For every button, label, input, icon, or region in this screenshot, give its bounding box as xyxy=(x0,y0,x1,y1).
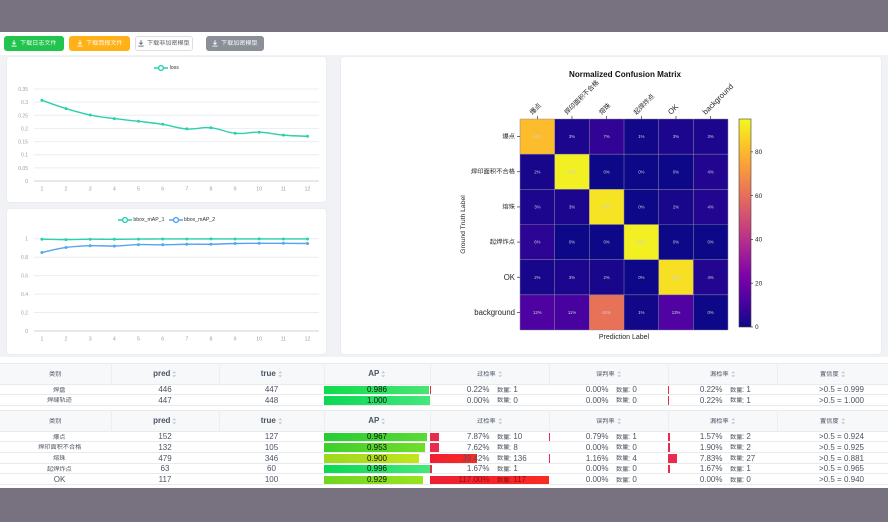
svg-text:0%: 0% xyxy=(604,169,610,174)
svg-text:3%: 3% xyxy=(569,204,575,209)
svg-text:4%: 4% xyxy=(708,169,714,174)
svg-text:background: background xyxy=(474,308,515,317)
svg-text:2: 2 xyxy=(65,337,68,343)
svg-text:0.25: 0.25 xyxy=(18,113,28,119)
svg-text:2%: 2% xyxy=(534,169,540,174)
svg-text:3%: 3% xyxy=(569,275,575,280)
svg-text:0%: 0% xyxy=(708,310,714,315)
svg-text:4: 4 xyxy=(113,337,116,343)
svg-text:3%: 3% xyxy=(673,134,679,139)
svg-text:3%: 3% xyxy=(708,134,714,139)
svg-text:2%: 2% xyxy=(604,275,610,280)
svg-text:0: 0 xyxy=(25,329,28,335)
svg-text:0.2: 0.2 xyxy=(21,311,28,317)
svg-text:0.05: 0.05 xyxy=(18,166,28,172)
svg-text:7%: 7% xyxy=(604,134,610,139)
svg-text:Normalized Confusion Matrix: Normalized Confusion Matrix xyxy=(569,70,681,79)
svg-text:Prediction Label: Prediction Label xyxy=(599,334,650,341)
svg-text:20: 20 xyxy=(755,280,763,287)
svg-text:81%: 81% xyxy=(533,134,542,139)
svg-text:6: 6 xyxy=(161,187,164,193)
svg-text:90%: 90% xyxy=(602,204,611,209)
svg-text:13%: 13% xyxy=(672,310,681,315)
svg-text:8: 8 xyxy=(209,337,212,343)
svg-text:7: 7 xyxy=(185,337,188,343)
svg-text:6%: 6% xyxy=(534,240,540,245)
svg-text:background: background xyxy=(701,82,735,116)
svg-text:3: 3 xyxy=(89,187,92,193)
svg-text:3%: 3% xyxy=(569,134,575,139)
svg-text:10: 10 xyxy=(256,337,262,343)
svg-text:0.3: 0.3 xyxy=(21,100,28,106)
svg-text:0%: 0% xyxy=(604,240,610,245)
svg-text:0.8: 0.8 xyxy=(21,255,28,261)
svg-text:0%: 0% xyxy=(638,204,644,209)
svg-text:Ground Truth Label: Ground Truth Label xyxy=(460,195,467,254)
svg-text:9: 9 xyxy=(234,187,237,193)
svg-text:11%: 11% xyxy=(568,310,576,315)
svg-text:0%: 0% xyxy=(638,275,644,280)
svg-text:1: 1 xyxy=(40,187,43,193)
svg-text:0.4: 0.4 xyxy=(21,292,28,298)
svg-text:10: 10 xyxy=(256,187,262,193)
svg-text:0.2: 0.2 xyxy=(21,126,28,132)
svg-text:0.1: 0.1 xyxy=(21,153,28,159)
svg-text:5: 5 xyxy=(137,337,140,343)
svg-text:89%: 89% xyxy=(672,275,681,280)
svg-text:2%: 2% xyxy=(534,275,540,280)
svg-text:4%: 4% xyxy=(708,204,714,209)
svg-text:12: 12 xyxy=(305,187,311,193)
svg-text:0%: 0% xyxy=(638,169,644,174)
svg-text:60: 60 xyxy=(755,193,763,200)
svg-text:1%: 1% xyxy=(638,134,644,139)
svg-text:93%: 93% xyxy=(637,240,646,245)
svg-text:3%: 3% xyxy=(534,204,540,209)
svg-text:11: 11 xyxy=(281,187,286,193)
svg-text:61%: 61% xyxy=(602,310,611,315)
svg-text:0.6: 0.6 xyxy=(21,274,28,280)
svg-text:9: 9 xyxy=(234,337,237,343)
svg-text:2%: 2% xyxy=(673,204,679,209)
svg-text:OK: OK xyxy=(666,102,680,116)
svg-text:0: 0 xyxy=(755,324,759,331)
svg-text:0: 0 xyxy=(25,179,28,185)
svg-text:11: 11 xyxy=(281,337,286,343)
svg-text:80: 80 xyxy=(755,149,763,156)
svg-text:5: 5 xyxy=(137,187,140,193)
svg-text:0.35: 0.35 xyxy=(18,87,28,93)
svg-text:1%: 1% xyxy=(638,310,644,315)
svg-text:4: 4 xyxy=(113,187,116,193)
svg-text:0%: 0% xyxy=(673,240,679,245)
svg-text:4%: 4% xyxy=(708,275,714,280)
svg-text:0.15: 0.15 xyxy=(18,140,28,146)
svg-text:40: 40 xyxy=(755,237,763,244)
svg-text:6: 6 xyxy=(161,337,164,343)
svg-text:0%: 0% xyxy=(708,240,714,245)
svg-text:0%: 0% xyxy=(673,169,679,174)
svg-text:1: 1 xyxy=(25,237,28,243)
svg-text:1: 1 xyxy=(40,337,43,343)
svg-text:OK: OK xyxy=(504,273,516,282)
svg-text:12: 12 xyxy=(305,337,311,343)
svg-text:0%: 0% xyxy=(569,240,575,245)
svg-text:7: 7 xyxy=(185,187,188,193)
svg-text:2: 2 xyxy=(65,187,68,193)
svg-text:93%: 93% xyxy=(568,169,577,174)
svg-text:3: 3 xyxy=(89,337,92,343)
svg-text:8: 8 xyxy=(209,187,212,193)
svg-text:12%: 12% xyxy=(533,310,542,315)
